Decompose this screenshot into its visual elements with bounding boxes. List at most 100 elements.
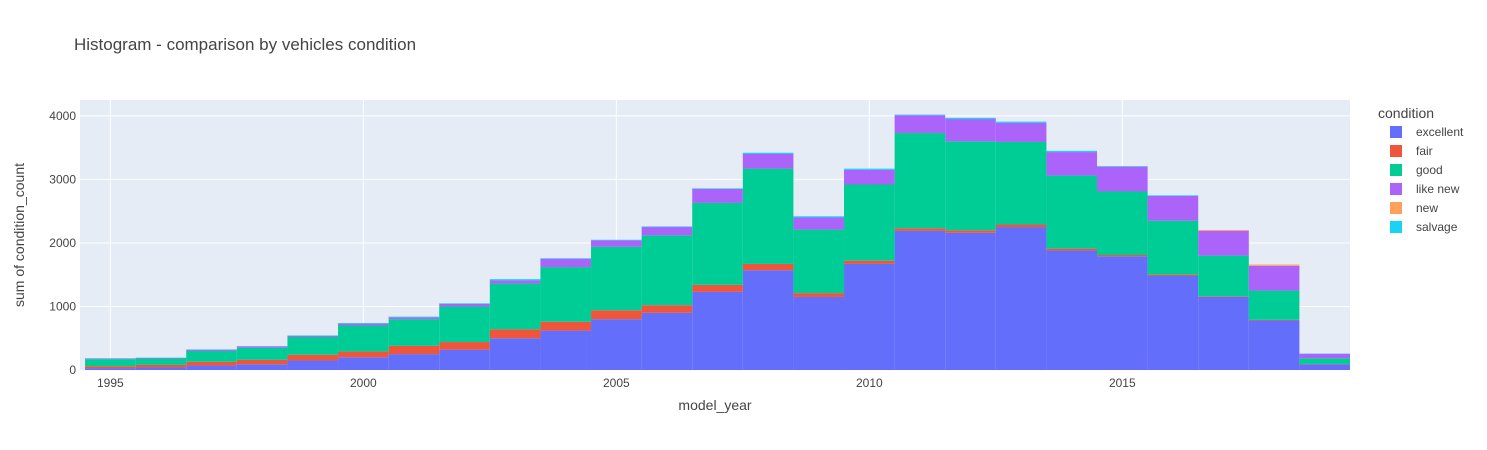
legend-item[interactable]: like new [1390,182,1460,196]
bar-segment [135,364,187,368]
bar-segment [540,258,592,259]
bar-segment [945,119,996,142]
bar-segment [995,122,1047,142]
bar-segment [135,358,187,365]
bar-segment [742,152,794,154]
bar-segment [388,354,440,370]
bar-segment [1046,152,1098,176]
bar-segment [85,358,136,360]
bar-segment [591,239,642,241]
bar-segment [1299,353,1350,359]
bar-segment [894,115,946,134]
bar-segment [1299,358,1350,364]
bar-segment [338,351,389,358]
x-axis-ticks: 1995 2000 2005 2010 2015 [97,376,1136,390]
bar-segment [844,169,895,185]
bar-segment [287,335,339,337]
legend-swatch [1390,126,1402,138]
bar-segment [995,121,1047,123]
bar-segment [1147,195,1199,221]
bar-segment [489,338,541,370]
bar-segment [1046,150,1098,153]
legend-item[interactable]: fair [1390,144,1433,158]
chart-title: Histogram - comparison by vehicles condi… [74,35,416,54]
bar-segment [135,357,187,359]
bar-segment [591,310,642,320]
bar-segment [439,303,490,304]
y-axis-title: sum of condition_count [11,163,27,307]
bar-segment [186,361,237,366]
bar-segment [1248,264,1300,266]
bar-segment [641,305,693,313]
bar-segment [641,227,693,236]
bar-segment [439,349,490,370]
series-fair [85,224,1350,369]
x-tick-label: 2010 [856,376,883,390]
bar-segment [945,141,996,231]
bar-segment [742,154,794,169]
bar-segment [1097,256,1148,370]
legend-label: good [1416,163,1443,177]
bar-segment [692,284,743,292]
bar-segment [135,367,187,370]
bar-segment [641,312,693,370]
bar-segment [338,322,389,324]
bar-segment [591,246,642,311]
bar-segment [995,141,1047,225]
bar-segment [945,232,996,370]
bar-segment [540,267,592,322]
legend-label: like new [1416,182,1460,196]
bar-segment [439,303,490,307]
bar-segment [186,349,237,351]
legend-item[interactable]: good [1390,163,1443,177]
bar-segment [1198,230,1249,256]
bar-segment [236,346,288,348]
y-tick-label: 1000 [49,299,76,313]
bar-segment [844,168,895,170]
bar-segment [894,114,946,116]
bar-segment [489,280,541,284]
bar-segment [1198,296,1249,297]
x-tick-label: 2005 [603,376,630,390]
bar-segment [540,330,592,370]
bar-segment [742,270,794,370]
bar-segment [540,258,592,268]
legend-label: excellent [1416,125,1464,139]
legend-label: new [1416,201,1438,215]
bar-segment [1198,255,1249,297]
legend[interactable]: condition excellent fair good like new new sa… [1378,105,1464,234]
bar-segment [1097,191,1148,256]
bar-segment [945,117,996,120]
bar-segment [236,359,288,365]
legend-title: condition [1378,105,1434,121]
bar-segment [1046,175,1098,249]
bar-segment [742,263,794,271]
legend-label: salvage [1416,220,1458,234]
y-tick-label: 4000 [49,109,76,123]
bar-segment [540,321,592,331]
legend-item[interactable]: salvage [1390,220,1458,234]
bar-segment [793,293,845,297]
bar-segment [1147,220,1199,275]
bar-segment [338,357,389,370]
bar-segment [388,316,440,318]
bar-segment [1046,248,1098,251]
bar-segment [692,188,743,203]
bar-segment [85,366,136,369]
legend-item[interactable]: excellent [1390,125,1464,139]
bar-segment [793,229,845,294]
series-excellent [85,227,1350,370]
legend-swatch [1390,164,1402,176]
bar-segment [844,184,895,261]
bar-segment [489,279,541,281]
legend-item[interactable]: new [1390,201,1438,215]
bar-segment [236,347,288,360]
bar-segment [489,329,541,339]
bar-segment [439,306,490,343]
bar-segment [388,319,440,346]
bar-segment [388,317,440,320]
bar-segment [1097,166,1148,167]
bar-segment [1097,166,1148,192]
x-tick-label: 1995 [97,376,124,390]
